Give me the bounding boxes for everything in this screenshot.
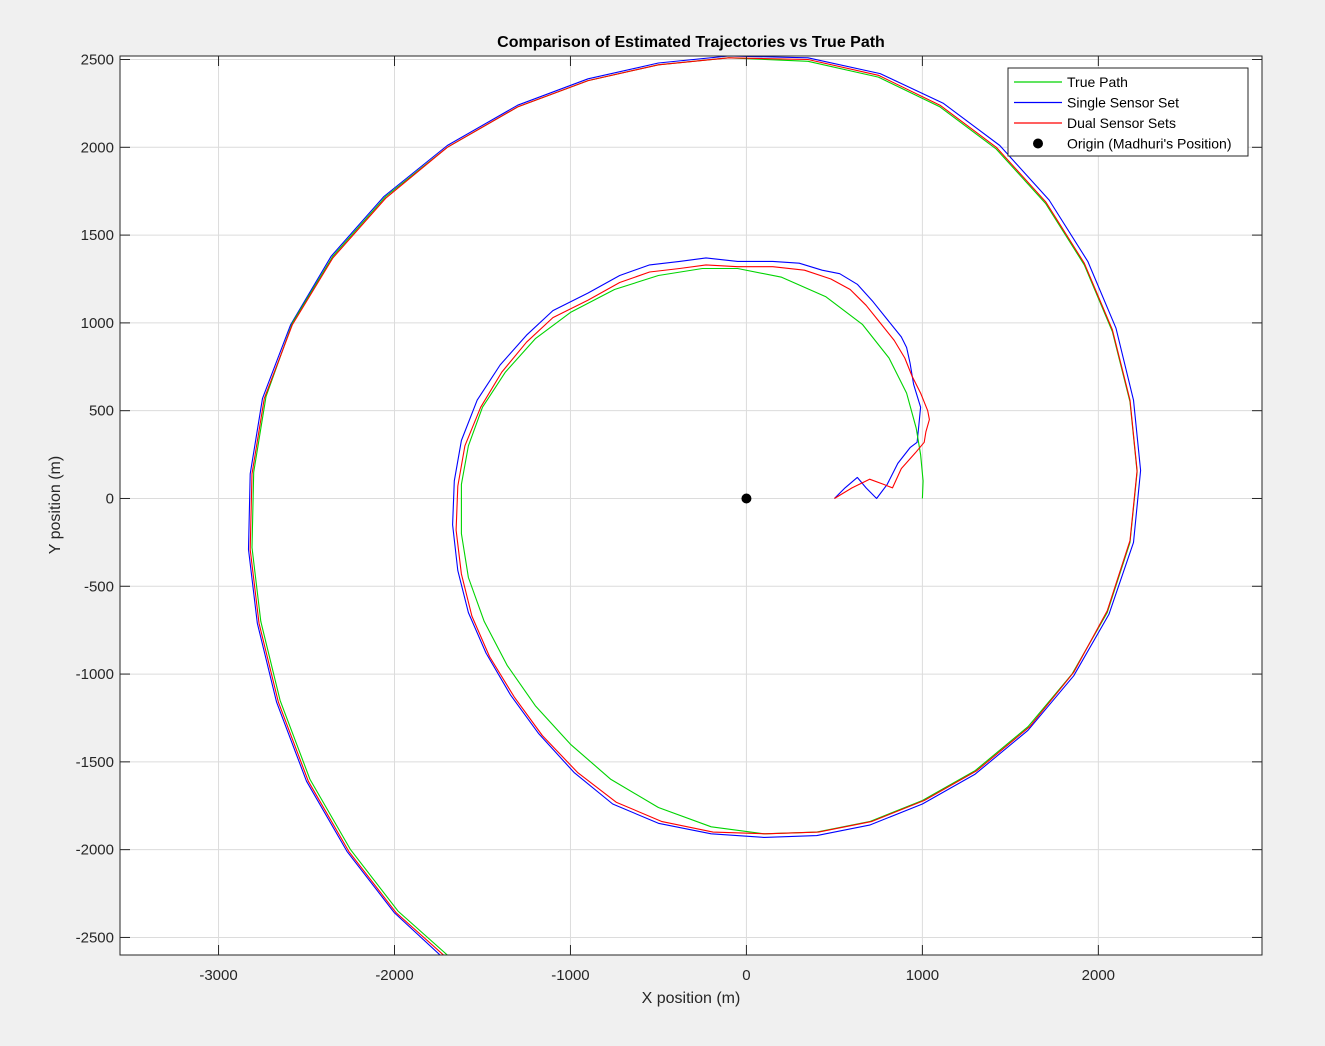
- chart-title: Comparison of Estimated Trajectories vs …: [497, 34, 885, 51]
- x-tick-label: -3000: [199, 967, 237, 984]
- y-tick-label: -2500: [76, 929, 114, 946]
- legend-label-origin-madhuri-s-position: Origin (Madhuri's Position): [1067, 136, 1232, 152]
- x-tick-label: 0: [742, 967, 750, 984]
- x-tick-label: -1000: [551, 967, 589, 984]
- legend-swatch-origin-madhuri-s-position: [1033, 138, 1043, 149]
- ticks: -3000 -2000 -1000 0 1000 2000 -2500 -2000 -1500 -…: [76, 52, 1262, 984]
- y-tick-label: -500: [84, 578, 114, 595]
- y-tick-label: -2000: [76, 842, 114, 859]
- x-tick-label: 1000: [906, 967, 939, 984]
- legend-label-true-path: True Path: [1067, 74, 1128, 90]
- plot-area: [120, 56, 1262, 955]
- x-axis-label: X position (m): [642, 990, 741, 1007]
- y-tick-label: 2000: [81, 139, 114, 156]
- axes-box: [119, 55, 1263, 956]
- legend-box: [1007, 67, 1249, 157]
- y-tick-label: -1000: [76, 666, 114, 683]
- x-tick-label: -2000: [375, 967, 413, 984]
- y-tick-label: 1000: [81, 315, 114, 332]
- y-tick-label: 2500: [81, 52, 114, 69]
- series-line-true-path: [251, 57, 1138, 955]
- y-tick-label: 0: [106, 490, 114, 507]
- origin-marker: [741, 493, 752, 504]
- legend-label-single-sensor-set: Single Sensor Set: [1067, 95, 1179, 111]
- series-layer: [247, 56, 1142, 955]
- x-tick-label: 2000: [1082, 967, 1115, 984]
- y-tick-label: 1500: [81, 227, 114, 244]
- legend-label-dual-sensor-sets: Dual Sensor Sets: [1067, 115, 1176, 131]
- series-line-single-sensor-set: [247, 56, 1142, 955]
- series-line-dual-sensor-sets: [249, 57, 1138, 955]
- y-tick-label: -1500: [76, 754, 114, 771]
- y-axis-label: Y position (m): [47, 456, 64, 554]
- legend: True Path Single Sensor Set Dual Sensor Se…: [1007, 67, 1249, 157]
- y-tick-label: 500: [89, 403, 114, 420]
